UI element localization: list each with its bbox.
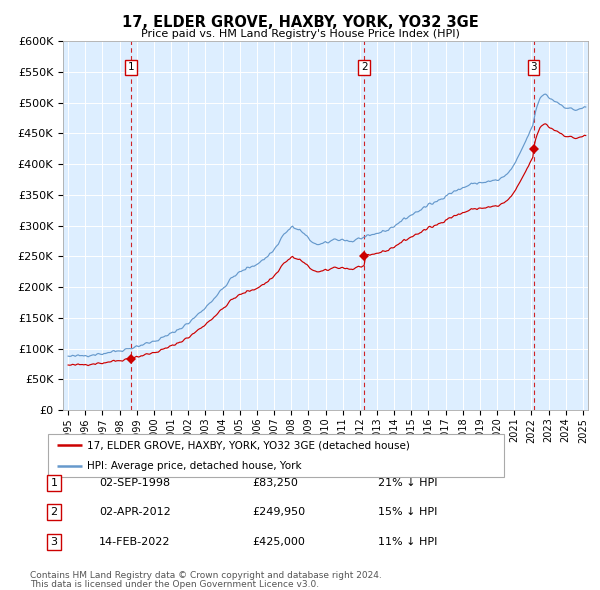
Text: 3: 3 — [530, 62, 537, 72]
Text: £249,950: £249,950 — [252, 507, 305, 517]
Text: 11% ↓ HPI: 11% ↓ HPI — [378, 537, 437, 546]
Text: 17, ELDER GROVE, HAXBY, YORK, YO32 3GE: 17, ELDER GROVE, HAXBY, YORK, YO32 3GE — [122, 15, 478, 30]
Text: 17, ELDER GROVE, HAXBY, YORK, YO32 3GE (detached house): 17, ELDER GROVE, HAXBY, YORK, YO32 3GE (… — [87, 440, 410, 450]
Text: 14-FEB-2022: 14-FEB-2022 — [99, 537, 170, 546]
Text: 3: 3 — [50, 537, 58, 546]
Text: 1: 1 — [128, 62, 134, 72]
Text: Contains HM Land Registry data © Crown copyright and database right 2024.: Contains HM Land Registry data © Crown c… — [30, 571, 382, 581]
Text: 1: 1 — [50, 478, 58, 488]
Text: 02-SEP-1998: 02-SEP-1998 — [99, 478, 170, 488]
Text: 21% ↓ HPI: 21% ↓ HPI — [378, 478, 437, 488]
Text: This data is licensed under the Open Government Licence v3.0.: This data is licensed under the Open Gov… — [30, 579, 319, 589]
Text: 02-APR-2012: 02-APR-2012 — [99, 507, 171, 517]
Text: 2: 2 — [50, 507, 58, 517]
Text: £83,250: £83,250 — [252, 478, 298, 488]
Text: Price paid vs. HM Land Registry's House Price Index (HPI): Price paid vs. HM Land Registry's House … — [140, 29, 460, 38]
Text: £425,000: £425,000 — [252, 537, 305, 546]
Text: 2: 2 — [361, 62, 367, 72]
Text: 15% ↓ HPI: 15% ↓ HPI — [378, 507, 437, 517]
Text: HPI: Average price, detached house, York: HPI: Average price, detached house, York — [87, 461, 301, 471]
